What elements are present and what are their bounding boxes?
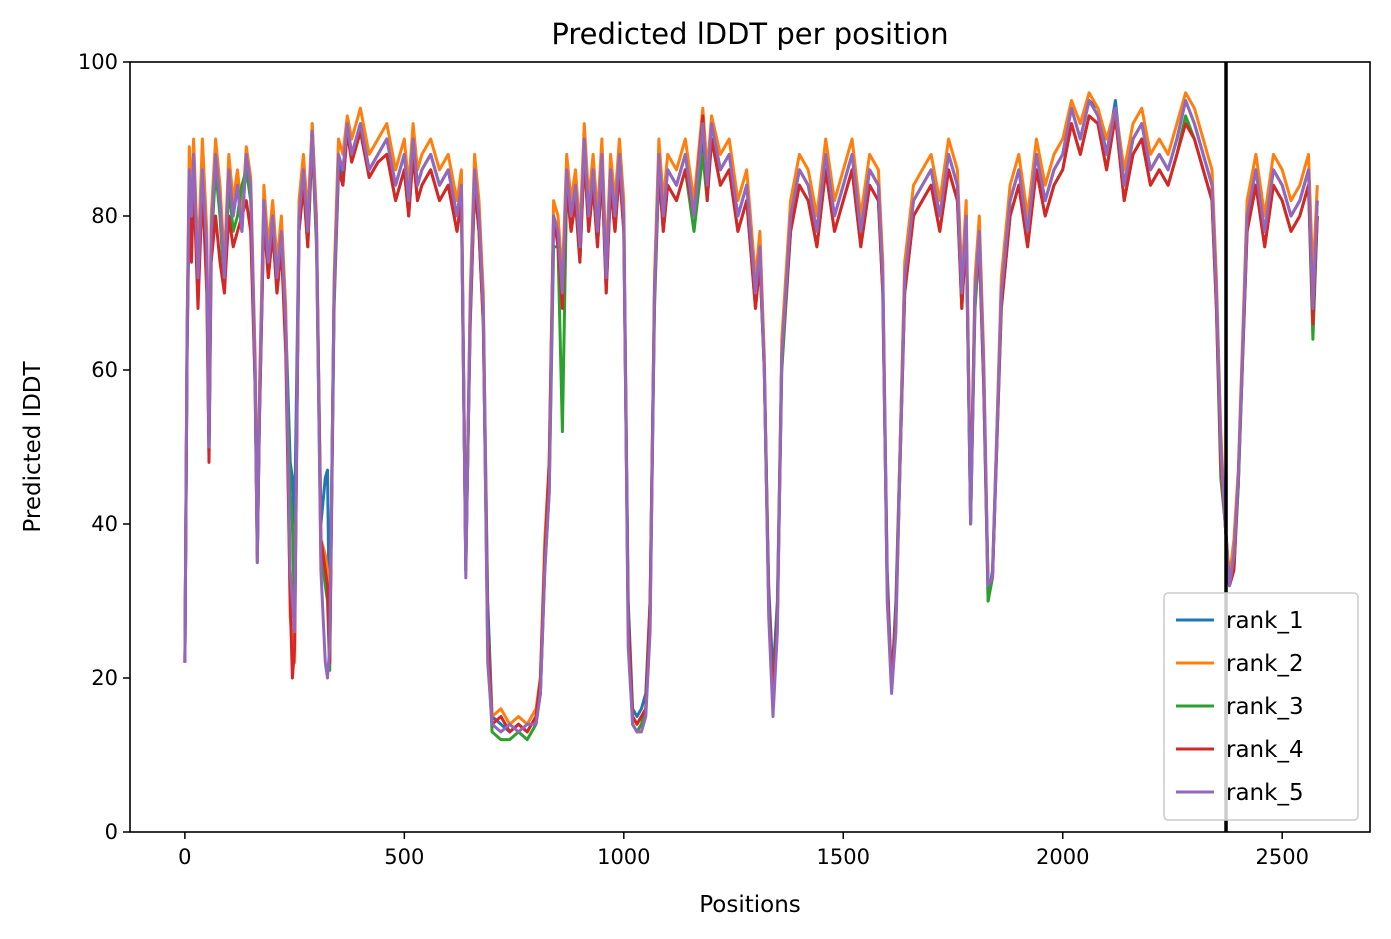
x-tick-label: 1500 bbox=[817, 845, 870, 869]
legend-label-rank_4: rank_4 bbox=[1226, 737, 1304, 763]
x-axis-label: Positions bbox=[699, 892, 801, 918]
legend-label-rank_3: rank_3 bbox=[1226, 694, 1304, 720]
y-axis: 0 20 40 60 80 100 bbox=[78, 50, 130, 844]
x-tick-label: 2000 bbox=[1036, 845, 1089, 869]
y-axis-label: Predicted lDDT bbox=[20, 360, 46, 532]
y-tick-label: 40 bbox=[91, 512, 118, 536]
legend-label-rank_5: rank_5 bbox=[1226, 780, 1304, 806]
plot-frame bbox=[129, 61, 1371, 833]
x-tick-label: 1000 bbox=[597, 845, 650, 869]
legend-box bbox=[1163, 592, 1359, 821]
series-layer bbox=[183, 91, 1319, 742]
y-tick-label: 60 bbox=[91, 358, 118, 382]
y-tick-label: 100 bbox=[78, 50, 118, 74]
y-tick-label: 20 bbox=[91, 666, 118, 690]
y-tick-label: 0 bbox=[105, 820, 118, 844]
x-tick-label: 2500 bbox=[1255, 845, 1308, 869]
x-tick-label: 500 bbox=[384, 845, 424, 869]
chart-title: Predicted lDDT per position bbox=[551, 17, 948, 51]
legend-label-rank_2: rank_2 bbox=[1226, 651, 1304, 677]
series-line-rank_5 bbox=[183, 99, 1319, 734]
legend: rank_1 rank_2 rank_3 rank_4 rank_5 bbox=[1163, 592, 1359, 821]
y-tick-label: 80 bbox=[91, 204, 118, 228]
x-axis: 0 500 1000 1500 2000 2500 bbox=[178, 832, 1309, 869]
x-tick-label: 0 bbox=[178, 845, 191, 869]
legend-label-rank_1: rank_1 bbox=[1226, 608, 1304, 634]
